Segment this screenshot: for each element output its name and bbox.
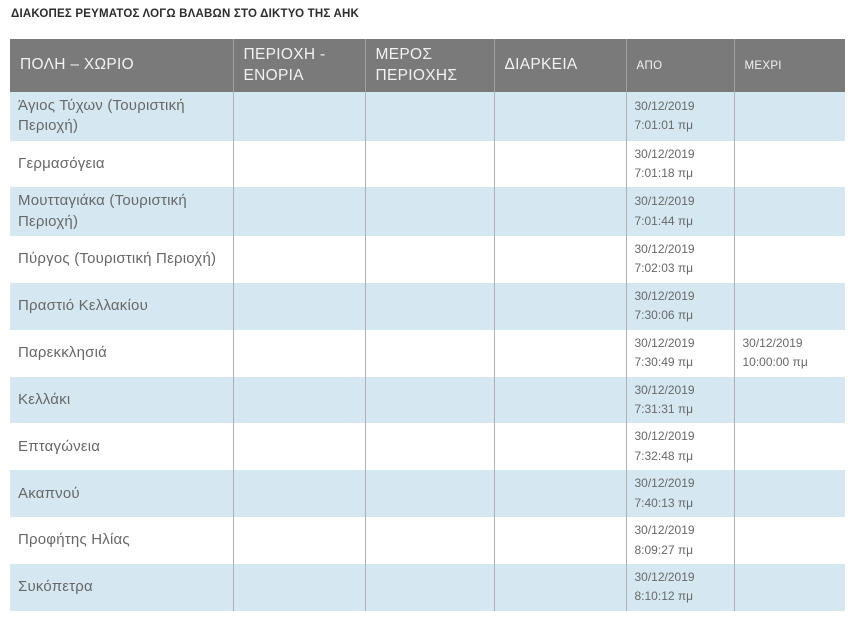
cell-until — [733, 92, 845, 141]
cell-duration — [493, 517, 626, 564]
table-row: Πραστιό Κελλακίου 30/12/2019 7:30:06 πμ — [10, 282, 845, 330]
page-title: ΔΙΑΚΟΠΕΣ ΡΕΥΜΑΤΟΣ ΛΟΓΩ ΒΛΑΒΩΝ ΣΤΟ ΔΙΚΤΥΟ… — [11, 8, 359, 20]
cell-until — [733, 140, 845, 188]
cell-until — [733, 187, 845, 236]
cell-from: 30/12/2019 8:10:12 πμ — [625, 564, 734, 611]
table-row: Πύργος (Τουριστική Περιοχή) 30/12/2019 7… — [10, 235, 845, 283]
cell-area — [232, 282, 365, 330]
cell-part — [364, 564, 494, 611]
cell-from: 30/12/2019 7:30:49 πμ — [625, 329, 734, 377]
cell-duration — [493, 423, 626, 471]
cell-city: Επταγώνεια — [18, 437, 101, 455]
table-row: Γερμασόγεια 30/12/2019 7:01:18 πμ — [10, 140, 845, 188]
table-header-row: ΠΟΛΗ – ΧΩΡΙΟ ΠΕΡΙΟΧΗ - ΕΝΟΡΙΑ ΜΕΡΟΣ ΠΕΡΙ… — [10, 39, 845, 92]
cell-part — [364, 470, 494, 518]
cell-duration — [493, 140, 626, 188]
cell-until: 30/12/2019 10:00:00 πμ — [733, 329, 845, 377]
cell-area — [232, 187, 365, 236]
table-row: Επταγώνεια 30/12/2019 7:32:48 πμ — [10, 423, 845, 471]
cell-until — [733, 423, 845, 471]
col-header-until: ΜΕΧΡΙ — [733, 39, 845, 92]
cell-until — [733, 235, 845, 283]
cell-area — [232, 376, 365, 424]
cell-duration — [493, 235, 626, 283]
cell-area — [232, 470, 365, 518]
cell-duration — [493, 470, 626, 518]
cell-city: Παρεκκλησιά — [18, 343, 108, 361]
table-row: Παρεκκλησιά 30/12/2019 7:30:49 πμ 30/12/… — [10, 329, 845, 377]
cell-duration — [493, 329, 626, 377]
cell-from: 30/12/2019 7:01:44 πμ — [625, 187, 734, 236]
cell-until — [733, 517, 845, 564]
cell-part — [364, 376, 494, 424]
power-outages-page: ΔΙΑΚΟΠΕΣ ΡΕΥΜΑΤΟΣ ΛΟΓΩ ΒΛΑΒΩΝ ΣΤΟ ΔΙΚΤΥΟ… — [0, 8, 867, 644]
cell-duration — [493, 282, 626, 330]
cell-area — [232, 140, 365, 188]
cell-city: Ακαπνού — [18, 484, 80, 502]
cell-area — [232, 92, 365, 141]
cell-part — [364, 423, 494, 471]
table-row: Άγιος Τύχων (Τουριστική Περιοχή) 30/12/2… — [10, 92, 845, 141]
cell-city: Συκόπετρα — [18, 578, 93, 596]
cell-area — [232, 564, 365, 611]
table-row: Ακαπνού 30/12/2019 7:40:13 πμ — [10, 470, 845, 518]
cell-until — [733, 376, 845, 424]
cell-from: 30/12/2019 7:40:13 πμ — [625, 470, 734, 518]
cell-until — [733, 470, 845, 518]
col-header-area: ΠΕΡΙΟΧΗ - ΕΝΟΡΙΑ — [232, 39, 365, 92]
cell-part — [364, 92, 494, 141]
outages-table: ΠΟΛΗ – ΧΩΡΙΟ ΠΕΡΙΟΧΗ - ΕΝΟΡΙΑ ΜΕΡΟΣ ΠΕΡΙ… — [10, 39, 845, 611]
cell-part — [364, 140, 494, 188]
table-row: Κελλάκι 30/12/2019 7:31:31 πμ — [10, 376, 845, 424]
table-row: Συκόπετρα 30/12/2019 8:10:12 πμ — [10, 564, 845, 611]
cell-area — [232, 329, 365, 377]
col-header-part: ΜΕΡΟΣ ΠΕΡΙΟΧΗΣ — [364, 39, 494, 92]
cell-area — [232, 423, 365, 471]
cell-city: Προφήτης Ηλίας — [18, 531, 130, 549]
col-header-from: ΑΠΟ — [625, 39, 734, 92]
cell-from: 30/12/2019 7:02:03 πμ — [625, 235, 734, 283]
cell-city: Κελλάκι — [18, 390, 71, 408]
cell-from: 30/12/2019 7:32:48 πμ — [625, 423, 734, 471]
cell-from: 30/12/2019 7:01:18 πμ — [625, 140, 734, 188]
cell-duration — [493, 187, 626, 236]
cell-until — [733, 564, 845, 611]
cell-city: Γερμασόγεια — [18, 154, 105, 172]
cell-part — [364, 235, 494, 283]
cell-part — [364, 282, 494, 330]
cell-from: 30/12/2019 7:31:31 πμ — [625, 376, 734, 424]
cell-from: 30/12/2019 8:09:27 πμ — [625, 517, 734, 564]
cell-city: Πύργος (Τουριστική Περιοχή) — [18, 250, 217, 268]
cell-duration — [493, 564, 626, 611]
table-row: Μουτταγιάκα (Τουριστική Περιοχή) 30/12/2… — [10, 187, 845, 236]
cell-city: Πραστιό Κελλακίου — [18, 297, 148, 315]
cell-duration — [493, 92, 626, 141]
cell-city: Μουτταγιάκα (Τουριστική Περιοχή) — [18, 192, 187, 230]
cell-city: Άγιος Τύχων (Τουριστική Περιοχή) — [18, 97, 185, 135]
cell-part — [364, 517, 494, 564]
cell-from: 30/12/2019 7:30:06 πμ — [625, 282, 734, 330]
cell-duration — [493, 376, 626, 424]
cell-area — [232, 235, 365, 283]
table-row: Προφήτης Ηλίας 30/12/2019 8:09:27 πμ — [10, 517, 845, 564]
cell-from: 30/12/2019 7:01:01 πμ — [625, 92, 734, 141]
cell-area — [232, 517, 365, 564]
cell-part — [364, 187, 494, 236]
cell-until — [733, 282, 845, 330]
cell-part — [364, 329, 494, 377]
col-header-city: ΠΟΛΗ – ΧΩΡΙΟ — [10, 39, 233, 92]
col-header-duration: ΔΙΑΡΚΕΙΑ — [493, 39, 626, 92]
